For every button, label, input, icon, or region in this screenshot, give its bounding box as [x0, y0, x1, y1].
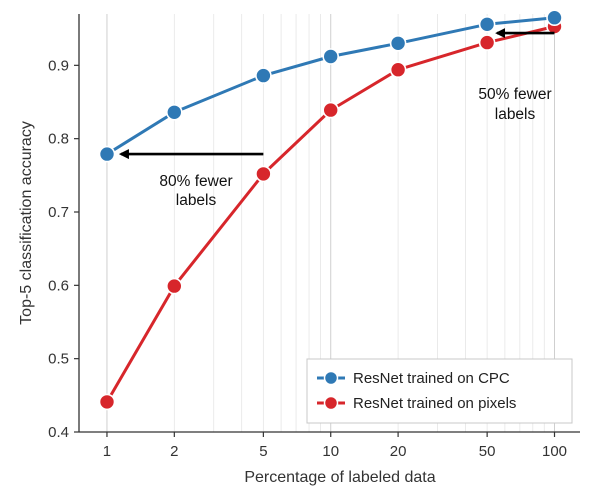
data-point-cpc-1 [98, 145, 116, 163]
legend-marker-pixels [323, 395, 339, 411]
data-point-cpc-100 [546, 9, 563, 27]
data-point-cpc-10 [322, 48, 340, 65]
data-point-pixels-10 [322, 101, 340, 119]
data-point-pixels-2 [166, 277, 183, 295]
data-point-pixels-1 [98, 393, 116, 411]
annotation-80-line2: labels [176, 192, 217, 209]
axes [78, 14, 580, 433]
legend-label-cpc: ResNet trained on CPC [353, 370, 510, 387]
data-point-cpc-5 [255, 67, 272, 84]
legend-box [306, 358, 573, 424]
y-tick-label-0.6: 0.6 [48, 277, 69, 294]
legend-label-pixels: ResNet trained on pixels [353, 395, 516, 412]
y-tick-label-0.9: 0.9 [48, 57, 69, 74]
data-point-cpc-2 [166, 104, 183, 121]
annotation-50-line2: labels [495, 106, 536, 123]
x-tick-label-20: 20 [390, 443, 407, 460]
annotation-80-line1: 80% fewer [159, 173, 232, 190]
x-tick-label-1: 1 [103, 443, 111, 460]
legend: ResNet trained on CPC ResNet trained on … [306, 358, 573, 424]
data-point-cpc-50 [478, 15, 496, 33]
y-axis-title: Top-5 classification accuracy [18, 121, 35, 325]
legend-marker-cpc [323, 370, 339, 386]
data-point-pixels-20 [389, 61, 407, 78]
annotations: 80% fewer labels 50% fewer labels [118, 28, 555, 209]
x-tick-label-100: 100 [542, 443, 567, 460]
y-tick-label-0.4: 0.4 [48, 424, 69, 441]
y-tick-label-0.8: 0.8 [48, 131, 69, 148]
x-tick-label-50: 50 [479, 443, 496, 460]
x-axis-title: Percentage of labeled data [244, 469, 435, 486]
data-point-pixels-5 [255, 165, 272, 183]
x-tick-label-5: 5 [259, 443, 267, 460]
y-tick-label-0.7: 0.7 [48, 204, 69, 221]
x-tick-label-2: 2 [170, 443, 178, 460]
data-point-cpc-20 [389, 34, 407, 52]
annotation-50-line1: 50% fewer [478, 86, 551, 103]
data-point-pixels-50 [478, 34, 496, 51]
y-tick-label-0.5: 0.5 [48, 351, 69, 368]
tick-labels: 1 2 5 10 20 50 100 0.4 0.5 0.6 0.7 0.8 0.9 [48, 57, 567, 460]
x-tick-label-10: 10 [322, 443, 339, 460]
